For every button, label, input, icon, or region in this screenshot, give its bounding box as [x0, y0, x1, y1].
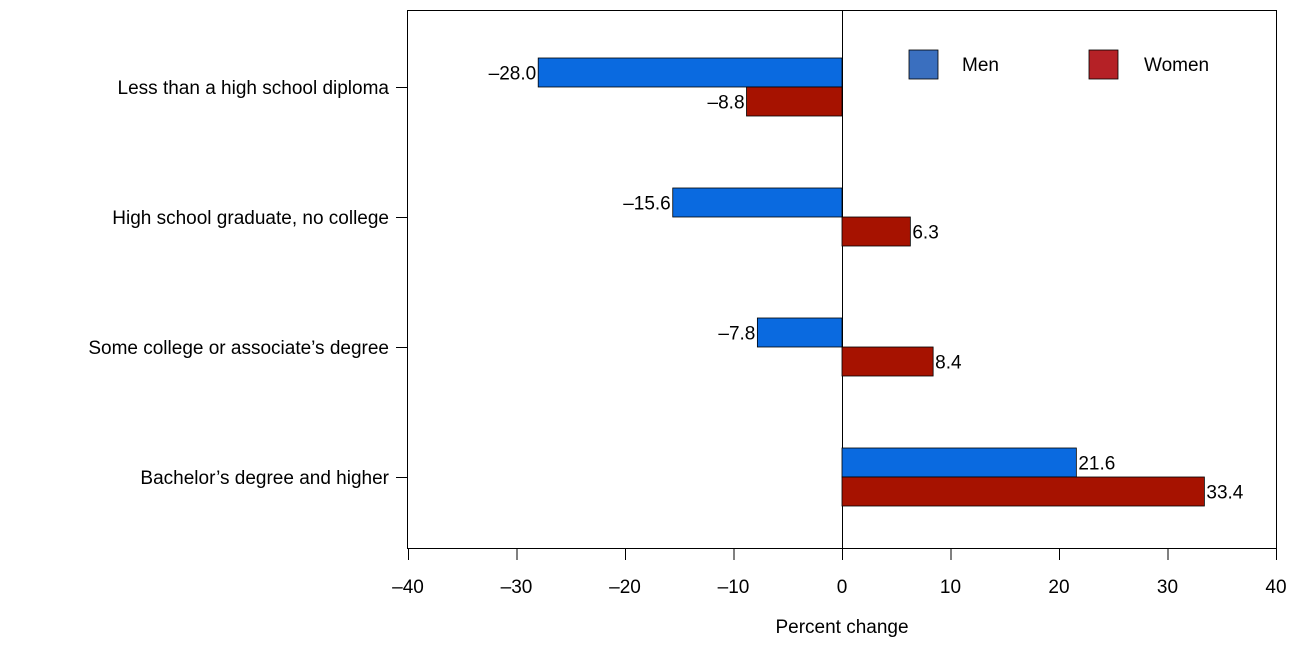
women-bar	[746, 86, 843, 117]
x-tick-label: 0	[837, 577, 848, 598]
y-axis-ticks	[396, 87, 407, 478]
men-data-label: –28.0	[489, 64, 537, 85]
category-label: Bachelor’s degree and higher	[140, 468, 389, 489]
x-tick-label: –30	[501, 577, 533, 598]
x-tick-label: –40	[392, 577, 424, 598]
women-legend-swatch	[1088, 49, 1119, 80]
women-data-label: 6.3	[912, 223, 938, 244]
data-labels-group: –28.0 –8.8 –15.6 6.3 –7.8 8.4 21.6 33.4	[489, 64, 1244, 504]
x-tick-label: –10	[718, 577, 750, 598]
category-label: Less than a high school diploma	[118, 78, 390, 99]
x-axis-ticks: –40 –30 –20 –10 0 10 20 30 40	[392, 549, 1287, 598]
category-labels: Less than a high school diploma High scho…	[88, 78, 389, 489]
men-bar	[537, 57, 843, 88]
men-data-label: –7.8	[718, 324, 755, 345]
x-tick-label: 40	[1265, 577, 1286, 598]
women-data-label: 8.4	[935, 353, 962, 374]
x-tick-label: –20	[609, 577, 641, 598]
x-axis-title: Percent change	[775, 617, 908, 638]
women-bar	[841, 346, 934, 377]
men-legend-swatch	[908, 49, 939, 80]
bars-group	[537, 57, 1205, 507]
women-bar	[841, 476, 1205, 507]
category-label: High school graduate, no college	[112, 208, 389, 229]
men-bar	[672, 187, 843, 218]
women-data-label: –8.8	[708, 93, 745, 114]
men-legend-label: Men	[962, 55, 999, 76]
women-bar	[841, 216, 911, 247]
women-legend-label: Women	[1144, 55, 1209, 76]
men-data-label: –15.6	[623, 194, 671, 215]
men-data-label: 21.6	[1078, 454, 1115, 475]
legend: Men Women	[908, 49, 1209, 80]
men-bar	[841, 447, 1077, 478]
x-tick-label: 30	[1157, 577, 1178, 598]
men-bar	[756, 317, 843, 348]
women-data-label: 33.4	[1206, 483, 1243, 504]
x-tick-label: 20	[1048, 577, 1069, 598]
x-tick-label: 10	[940, 577, 961, 598]
category-label: Some college or associate’s degree	[88, 338, 389, 359]
